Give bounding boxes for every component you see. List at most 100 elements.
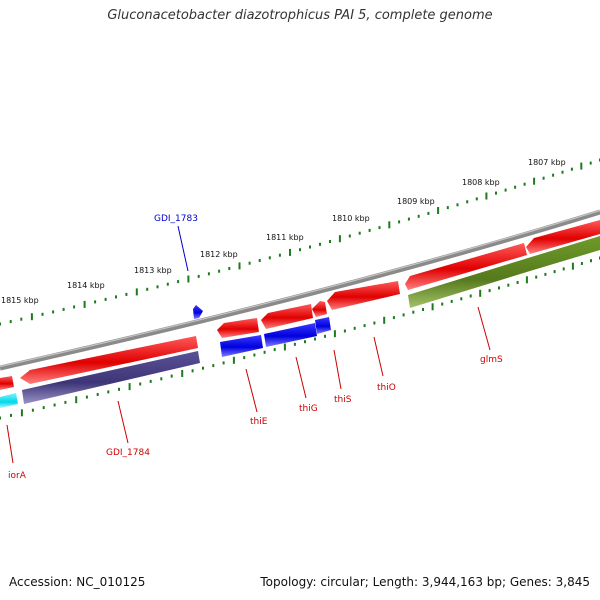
ruler-minor-tick xyxy=(258,259,261,262)
ruler-minor-tick xyxy=(507,283,510,287)
ruler-minor-tick xyxy=(248,261,251,265)
ruler-minor-tick xyxy=(514,185,517,189)
gene-gdi-1783[interactable] xyxy=(193,305,203,319)
ruler-minor-tick xyxy=(278,253,281,257)
ruler-minor-tick xyxy=(85,395,88,399)
ruler-minor-tick xyxy=(170,374,173,378)
ruler-minor-tick xyxy=(552,173,555,177)
gene-thig[interactable] xyxy=(261,304,313,329)
ruler-minor-tick xyxy=(392,316,395,320)
gene-label-glms[interactable]: glmS xyxy=(480,355,503,365)
ruler-minor-tick xyxy=(52,310,55,314)
ruler-minor-tick xyxy=(0,322,1,326)
ruler-minor-tick xyxy=(353,326,356,330)
ruler-minor-tick xyxy=(207,272,210,276)
ruler-minor-tick xyxy=(504,188,507,192)
callout-gdi-1784 xyxy=(117,400,129,444)
ruler-minor-tick xyxy=(417,214,420,218)
ruler-minor-tick xyxy=(9,320,12,324)
ruler-minor-tick xyxy=(329,240,331,243)
ruler-minor-tick xyxy=(64,400,67,404)
gene-label-this[interactable]: thiS xyxy=(334,395,352,405)
ruler-minor-tick xyxy=(523,182,526,186)
callout-glms xyxy=(477,306,491,351)
ruler-minor-tick xyxy=(263,350,266,354)
ruler-major-tick xyxy=(20,409,23,417)
ruler-minor-tick xyxy=(516,281,519,284)
ruler-major-tick xyxy=(75,396,78,404)
ruler-minor-tick xyxy=(324,334,326,338)
callout-thig xyxy=(295,356,307,399)
ruler-minor-tick xyxy=(589,161,592,165)
ruler-major-tick xyxy=(238,262,241,270)
gene-label-gdi-1783[interactable]: GDI_1783 xyxy=(154,214,198,224)
ruler-minor-tick xyxy=(212,364,215,368)
genome-backbone-highlight xyxy=(0,209,600,368)
ruler-minor-tick xyxy=(570,167,573,171)
ruler-minor-tick xyxy=(407,217,410,221)
ruler-label: 1810 kbp xyxy=(332,214,370,223)
genome-title: Gluconacetobacter diazotrophicus PAI 5, … xyxy=(107,8,493,23)
ruler-minor-tick xyxy=(104,297,107,301)
ruler-minor-tick xyxy=(299,248,301,252)
gene-thie-blue[interactable] xyxy=(220,335,263,357)
callout-this xyxy=(333,349,342,390)
gene-glms[interactable] xyxy=(408,236,600,308)
ruler-major-tick xyxy=(437,207,440,214)
ruler-minor-tick xyxy=(222,361,225,365)
ruler-minor-tick xyxy=(125,292,128,296)
ruler-major-tick xyxy=(181,370,184,377)
ruler-major-tick xyxy=(30,313,33,321)
ruler-label: 1813 kbp xyxy=(134,266,172,275)
ruler-minor-tick xyxy=(118,387,120,391)
ruler-minor-tick xyxy=(73,305,76,309)
ruler-minor-tick xyxy=(20,317,23,321)
gene-label-iora[interactable]: iorA xyxy=(8,471,27,481)
gene-thig-blue[interactable] xyxy=(264,323,317,347)
gene-label-thie[interactable]: thiE xyxy=(250,417,268,427)
ruler-minor-tick xyxy=(156,285,159,289)
ruler-minor-tick xyxy=(309,245,311,249)
ruler-minor-tick xyxy=(10,413,12,417)
gene-this-blue[interactable] xyxy=(315,317,331,334)
gene-iora[interactable] xyxy=(0,393,18,408)
ruler-minor-tick xyxy=(42,406,45,410)
gene-labels: GDI_1783 GDI_1784 iorA thiE thiG thiS th… xyxy=(8,214,503,481)
ruler-major-tick xyxy=(83,300,86,308)
ruler-minor-tick xyxy=(498,286,500,290)
ruler-minor-tick xyxy=(422,308,424,311)
ruler-major-tick xyxy=(431,303,434,311)
ruler-minor-tick xyxy=(177,280,180,284)
gene-thio[interactable] xyxy=(327,281,400,310)
ruler-minor-tick xyxy=(191,369,194,373)
ruler-minor-tick xyxy=(358,231,361,235)
ruler-minor-tick xyxy=(378,226,381,230)
callout-thie xyxy=(245,368,258,413)
ruler-minor-tick xyxy=(456,203,459,207)
ruler-minor-tick xyxy=(446,206,449,210)
gene-gdi-1784-reverse[interactable] xyxy=(20,336,198,384)
ruler-minor-tick xyxy=(31,408,34,412)
ruler-minor-tick xyxy=(304,340,306,344)
gene-partial-right[interactable] xyxy=(526,220,600,254)
ruler-minor-tick xyxy=(218,269,221,273)
gene-this[interactable] xyxy=(312,301,327,317)
ruler-minor-tick xyxy=(466,200,469,204)
gene-thie[interactable] xyxy=(217,318,259,338)
gene-glms-reverse[interactable] xyxy=(405,243,527,290)
gene-label-gdi-1784[interactable]: GDI_1784 xyxy=(106,448,150,458)
gene-partial-left[interactable] xyxy=(0,376,14,390)
gene-label-thio[interactable]: thiO xyxy=(377,383,396,393)
ruler-minor-tick xyxy=(412,310,415,314)
ruler-major-tick xyxy=(232,356,235,364)
ruler-major-tick xyxy=(283,343,286,351)
ruler-minor-tick xyxy=(368,228,371,232)
ruler-major-tick xyxy=(533,177,536,185)
gene-label-thig[interactable]: thiG xyxy=(299,404,318,414)
ruler-minor-tick xyxy=(398,220,401,224)
gene-features xyxy=(0,220,600,408)
ruler-major-tick xyxy=(479,289,482,297)
gene-gdi-1784[interactable] xyxy=(22,351,200,404)
